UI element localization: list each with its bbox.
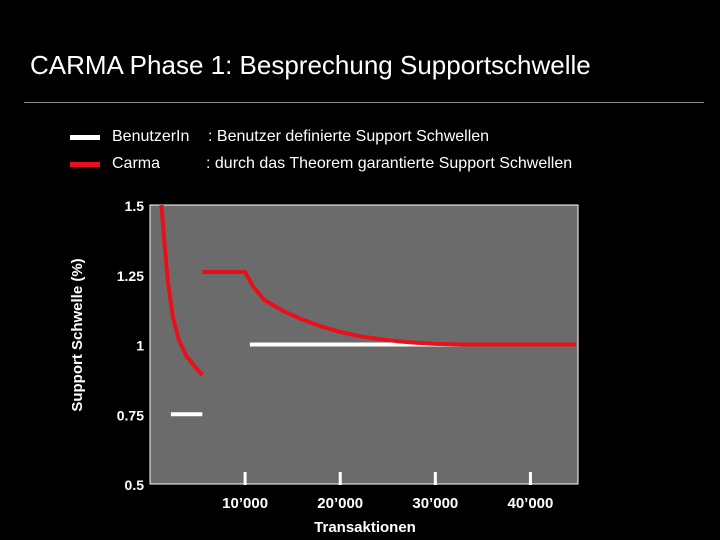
y-axis-label: Support Schwelle (%)	[69, 258, 86, 411]
legend-name: BenutzerIn	[112, 128, 190, 145]
y-tick-label: 1	[136, 338, 144, 354]
legend-swatch-red	[70, 162, 100, 167]
title-divider	[24, 102, 704, 103]
series-carma-line-0	[159, 204, 204, 377]
x-tick-label: 30’000	[412, 495, 458, 512]
y-tick-label: 0.5	[125, 477, 145, 493]
series-carma-line-1	[202, 270, 577, 347]
x-tick-label: 20’000	[317, 495, 363, 512]
y-tick-label: 1.5	[125, 198, 145, 214]
x-axis-label: Transaktionen	[314, 519, 416, 536]
y-tick-label: 1.25	[117, 268, 144, 284]
x-tick-label: 10’000	[222, 495, 268, 512]
x-tick-label: 40’000	[507, 495, 553, 512]
legend-name: Carma	[112, 155, 161, 172]
page-title: CARMA Phase 1: Besprechung Supportschwel…	[30, 50, 591, 80]
legend-swatch-white	[70, 135, 100, 140]
y-tick-label: 0.75	[117, 407, 144, 423]
legend-description: : durch das Theorem garantierte Support …	[206, 155, 573, 172]
legend-description: : Benutzer definierte Support Schwellen	[208, 128, 490, 145]
